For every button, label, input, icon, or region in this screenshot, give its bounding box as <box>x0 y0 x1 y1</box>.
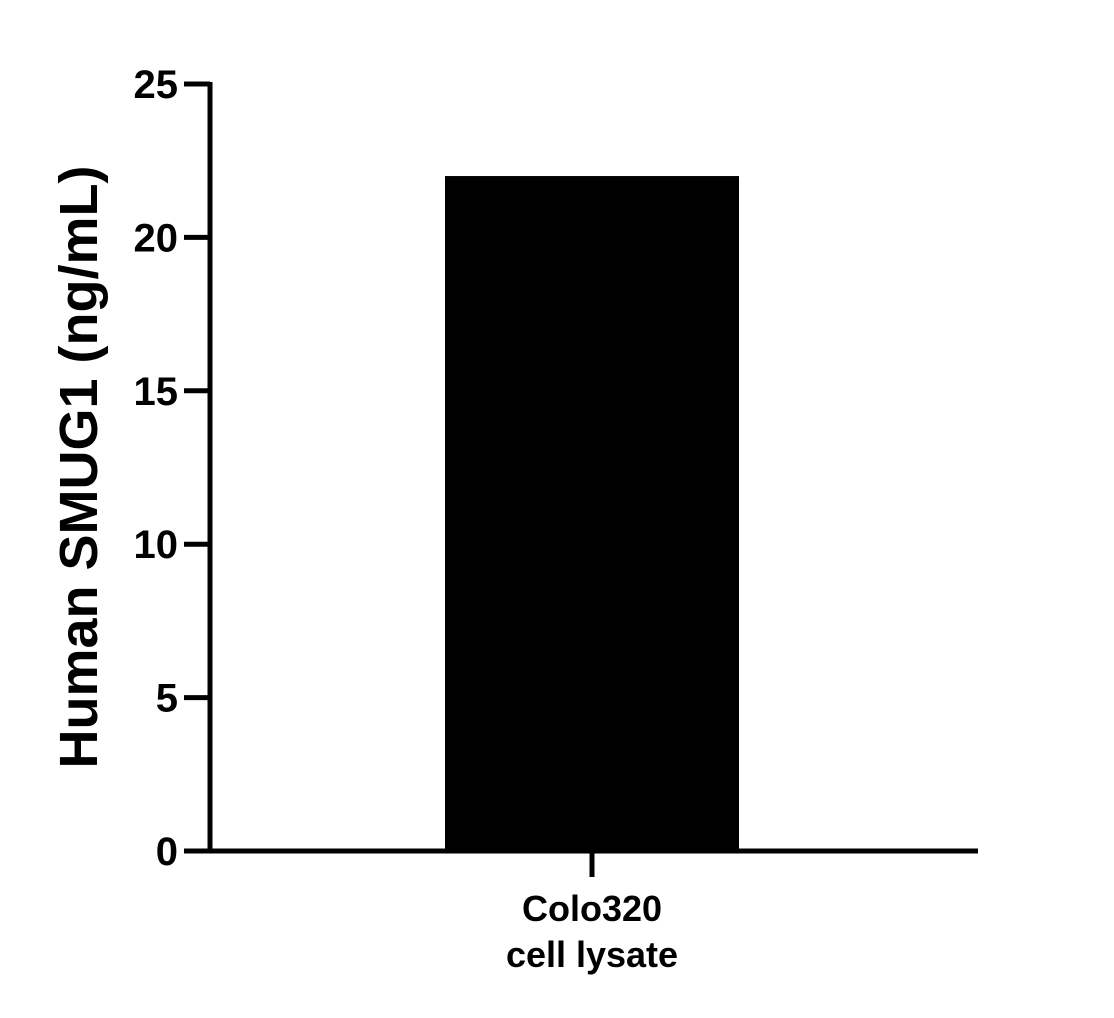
bar-1 <box>445 176 739 852</box>
y-tick-label: 0 <box>156 830 178 874</box>
x-category-label-1: Colo320 cell lysate <box>506 888 678 975</box>
y-tick-label: 15 <box>134 370 179 414</box>
y-tick-label: 20 <box>134 216 179 260</box>
x-category-label-line: Colo320 <box>522 888 662 929</box>
y-tick-label: 5 <box>156 677 178 721</box>
y-tick-label: 25 <box>134 63 179 107</box>
plot-area: Colo320 cell lysate 0 5 10 15 20 25 <box>134 63 978 975</box>
y-tick-label: 10 <box>134 523 179 567</box>
y-axis-title: Human SMUG1 (ng/mL) <box>49 166 109 769</box>
x-category-label-line: cell lysate <box>506 934 678 975</box>
